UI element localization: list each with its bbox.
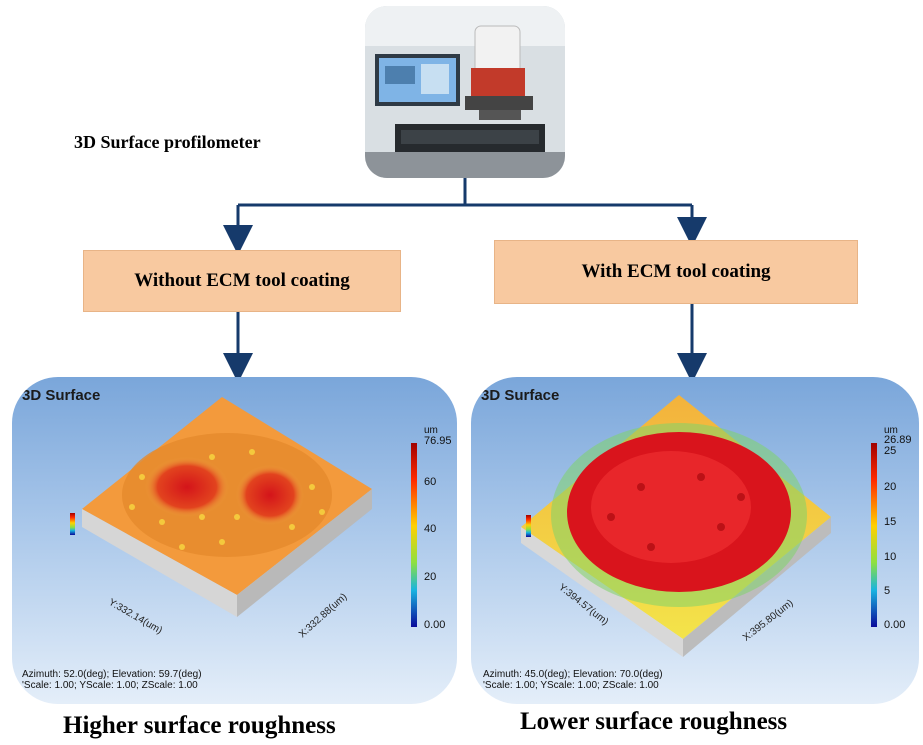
surface-panel-left: 3D Surface — [12, 377, 457, 704]
scale-tick: 60 — [424, 476, 437, 488]
scale-tick: 25 — [884, 445, 897, 457]
view-info: Azimuth: 52.0(deg); Elevation: 59.7(deg) — [22, 669, 202, 680]
scale-info: 'Scale: 1.00; YScale: 1.00; ZScale: 1.00 — [483, 680, 659, 691]
scale-max: 26.89 — [884, 434, 912, 446]
scale-tick: 20 — [884, 481, 897, 493]
scale-unit: um — [424, 425, 438, 436]
with-coating-label: With ECM tool coating — [581, 261, 771, 282]
scale-info: 'Scale: 1.00; YScale: 1.00; ZScale: 1.00 — [22, 680, 198, 691]
scale-max: 76.95 — [424, 435, 452, 447]
panel-title: 3D Surface — [22, 387, 101, 404]
without-coating-label: Without ECM tool coating — [134, 270, 350, 291]
scale-unit: um — [884, 425, 898, 436]
left-caption: Higher surface roughness — [63, 712, 336, 739]
without-coating-box: Without ECM tool coating — [83, 250, 401, 312]
profilometer-photo — [365, 6, 565, 178]
right-caption: Lower surface roughness — [520, 708, 788, 735]
scale-tick: 0.00 — [424, 619, 446, 631]
scale-tick: 40 — [424, 523, 437, 535]
scale-tick: 5 — [884, 585, 891, 597]
profilometer-illustration — [365, 6, 565, 178]
with-coating-box: With ECM tool coating — [494, 240, 858, 304]
scale-tick: 0.00 — [884, 619, 906, 631]
scale-tick: 20 — [424, 571, 437, 583]
panel-title: 3D Surface — [481, 387, 560, 404]
surface-plot-left — [70, 397, 417, 627]
scale-tick: 15 — [884, 516, 897, 528]
scale-tick: 10 — [884, 551, 897, 563]
view-info: Azimuth: 45.0(deg); Elevation: 70.0(deg) — [483, 669, 663, 680]
surface-plot-right — [521, 395, 877, 657]
instrument-label: 3D Surface profilometer — [74, 132, 261, 152]
surface-panel-right: 3D Surface um 26 — [471, 377, 919, 704]
